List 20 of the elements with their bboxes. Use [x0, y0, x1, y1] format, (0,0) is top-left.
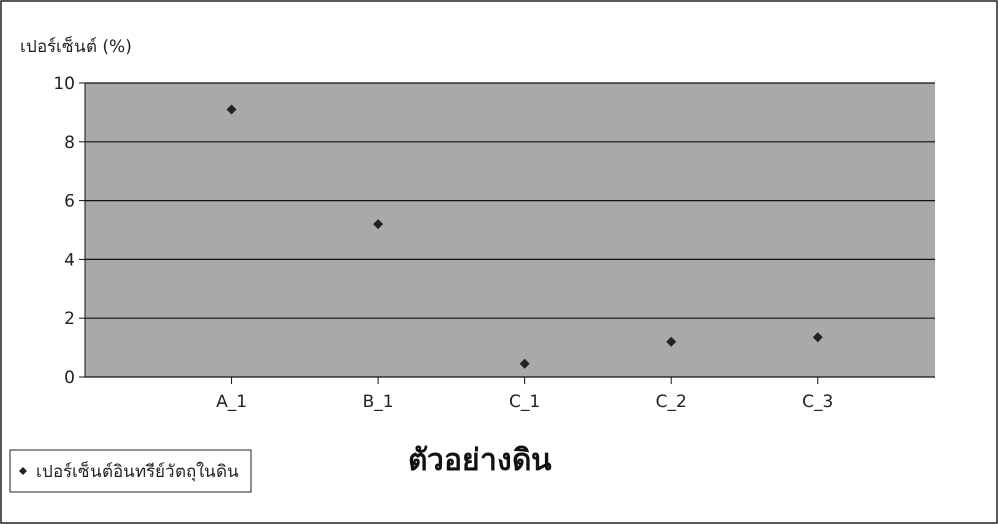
- x-tick-label: A_1: [216, 392, 248, 412]
- point: [812, 332, 823, 342]
- x-tick-label: C_2: [656, 392, 687, 412]
- y-tick-label: 8: [64, 132, 75, 153]
- y-tick-label: 6: [64, 192, 75, 212]
- point: [373, 219, 384, 230]
- x-axis-title: ตัวอย่างดิน: [408, 443, 552, 478]
- legend-label: เปอร์เซ็นต์อินทรีย์วัตถุในดิน: [36, 460, 239, 482]
- y-tick-label: 4: [64, 250, 75, 270]
- y-axis-title: เปอร์เซ็นต์ (%): [20, 35, 132, 57]
- legend: เปอร์เซ็นต์อินทรีย์วัตถุในดิน: [10, 450, 252, 492]
- point: [226, 104, 237, 114]
- y-tick-label: 2: [64, 309, 75, 330]
- y-tick-label: 10: [53, 74, 75, 94]
- y-tick-label: 0: [64, 368, 75, 388]
- x-tick-label: C_3: [802, 392, 834, 412]
- point: [520, 358, 530, 369]
- point: [666, 336, 676, 347]
- x-tick-label: C_1: [509, 392, 540, 412]
- x-tick-label: B_1: [362, 392, 394, 412]
